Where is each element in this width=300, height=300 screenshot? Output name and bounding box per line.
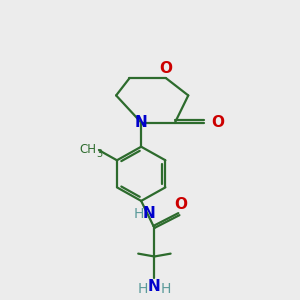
- Text: O: O: [211, 115, 224, 130]
- Text: 3: 3: [96, 149, 103, 159]
- Text: O: O: [160, 61, 173, 76]
- Text: H: H: [138, 282, 148, 296]
- Text: H: H: [133, 207, 144, 221]
- Text: CH: CH: [79, 143, 96, 156]
- Text: H: H: [160, 282, 171, 296]
- Text: O: O: [175, 197, 188, 212]
- Text: N: N: [135, 115, 148, 130]
- Text: N: N: [143, 206, 156, 220]
- Text: N: N: [148, 279, 161, 294]
